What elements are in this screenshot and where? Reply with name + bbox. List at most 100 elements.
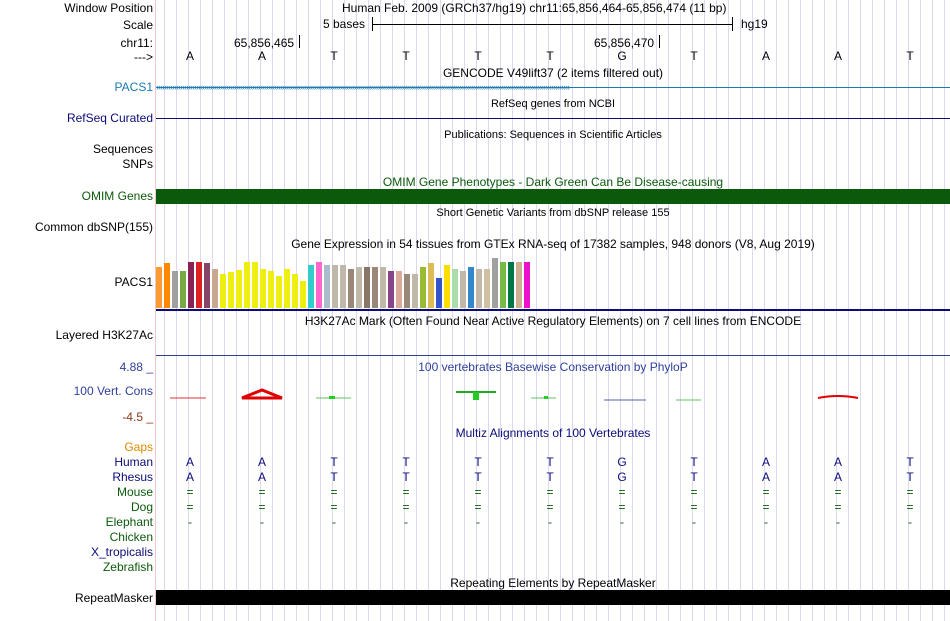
refseq-track-title[interactable]: RefSeq genes from NCBI [490,98,616,110]
gtex-tissue-bar[interactable] [476,269,482,308]
omim-track-title[interactable]: OMIM Gene Phenotypes - Dark Green Can Be… [382,175,724,189]
label-column-edge [155,0,156,621]
scale-label: Scale [122,18,153,32]
omim-gene-bar[interactable] [156,189,950,204]
gtex-tissue-bar[interactable] [308,265,314,308]
dbsnp-track-label[interactable]: Common dbSNP(155) [34,220,153,234]
gtex-tissue-bar[interactable] [340,265,346,308]
gtex-tissue-bar[interactable] [172,271,178,308]
gtex-tissue-bar[interactable] [196,262,202,308]
gtex-tissue-bar[interactable] [252,262,258,308]
multiz-alignment-base: - [188,515,192,529]
gtex-tissue-bar[interactable] [428,263,434,308]
gtex-tissue-bar[interactable] [276,276,282,308]
gtex-tissue-bar[interactable] [460,271,466,308]
gtex-tissue-bar[interactable] [500,262,506,308]
multiz-species-label[interactable]: Elephant [105,515,153,529]
multiz-gaps-label[interactable]: Gaps [124,440,153,454]
gtex-tissue-bar[interactable] [372,267,378,308]
gtex-tissue-bar[interactable] [316,262,322,308]
multiz-alignment-base: G [617,470,627,484]
multiz-species-label[interactable]: Dog [130,500,153,514]
gtex-tissue-bar[interactable] [212,269,218,308]
repeatmasker-bar[interactable] [156,590,950,605]
gtex-tissue-bar[interactable] [524,262,530,308]
gtex-tissue-bar[interactable] [356,267,362,308]
gtex-tissue-bar[interactable] [228,272,234,308]
gtex-tissue-bar[interactable] [404,274,410,308]
gtex-tissue-bar[interactable] [188,262,194,308]
publications-snps-label[interactable]: SNPs [122,157,153,171]
gtex-tissue-bar[interactable] [292,274,298,308]
multiz-alignment-base: T [402,455,410,469]
window-position-value: Human Feb. 2009 (GRCh37/hg19) chr11:65,8… [342,1,727,15]
gtex-tissue-bar[interactable] [220,274,226,308]
gtex-tissue-bar[interactable] [284,269,290,308]
gtex-tissue-bar[interactable] [516,262,522,308]
multiz-alignment-base: - [836,515,840,529]
gtex-tissue-bar[interactable] [164,263,170,308]
gencode-strand-arrows: ››››››››››››››››››››››››››››››››››››››››… [156,82,570,92]
gtex-tissue-bar[interactable] [180,271,186,308]
multiz-species-label[interactable]: X_tropicalis [90,545,153,559]
multiz-species-label[interactable]: Rhesus [112,470,153,484]
phylop-conservation-plot[interactable] [156,380,950,410]
strand-label: ---> [134,50,153,64]
gtex-gene-label[interactable]: PACS1 [114,275,153,289]
refseq-gene-line[interactable] [156,118,950,119]
gtex-track-title[interactable]: Gene Expression in 54 tissues from GTEx … [291,237,815,251]
dbsnp-track-title[interactable]: Short Genetic Variants from dbSNP releas… [436,207,670,219]
gtex-tissue-bar[interactable] [420,267,426,308]
gtex-tissue-bar[interactable] [484,269,490,308]
publications-track-title[interactable]: Publications: Sequences in Scientific Ar… [444,129,662,141]
gtex-tissue-bar[interactable] [508,262,514,308]
h3k27ac-track-title[interactable]: H3K27Ac Mark (Often Found Near Active Re… [304,314,802,328]
gtex-tissue-bar[interactable] [452,269,458,308]
gtex-tissue-bar[interactable] [244,262,250,308]
publications-sequences-label[interactable]: Sequences [92,142,153,156]
gtex-tissue-bar[interactable] [300,281,306,308]
gtex-tissue-bar[interactable] [324,265,330,308]
gtex-tissue-bar[interactable] [388,271,394,308]
gtex-tissue-bar[interactable] [380,267,386,308]
repeatmasker-track-title[interactable]: Repeating Elements by RepeatMasker [450,576,656,590]
gtex-tissue-bar[interactable] [332,265,338,308]
gtex-tissue-bar[interactable] [396,271,402,308]
scale-text: 5 bases [323,17,366,31]
omim-track-label[interactable]: OMIM Genes [81,189,153,203]
gtex-tissue-bar[interactable] [236,270,242,308]
multiz-species-label[interactable]: Zebrafish [102,560,153,574]
scale-assembly: hg19 [741,17,768,31]
multiz-alignment-base: T [690,470,698,484]
gencode-gene-label[interactable]: PACS1 [114,80,153,94]
gtex-tissue-bar[interactable] [156,267,162,308]
gtex-tissue-bar[interactable] [468,267,474,308]
gtex-tissue-bar[interactable] [444,265,450,308]
refseq-track-label[interactable]: RefSeq Curated [66,111,153,125]
multiz-alignment-base: T [402,470,410,484]
gtex-tissue-bar[interactable] [204,263,210,308]
gtex-tissue-bar[interactable] [492,258,498,308]
multiz-species-label[interactable]: Mouse [116,485,153,499]
gtex-tissue-bar[interactable] [268,271,274,308]
multiz-alignment-base: = [474,500,482,514]
gencode-track-title[interactable]: GENCODE V49lift37 (2 items filtered out) [442,66,664,80]
h3k27ac-track-label[interactable]: Layered H3K27Ac [55,328,153,342]
phylop-track-label[interactable]: 100 Vert. Cons [73,384,153,398]
multiz-alignment-base: = [834,500,842,514]
multiz-species-label[interactable]: Chicken [109,530,153,544]
multiz-alignment-base: = [402,485,410,499]
multiz-alignment-base: = [762,485,770,499]
gtex-tissue-bar[interactable] [260,269,266,308]
multiz-species-label[interactable]: Human [114,455,153,469]
gtex-tissue-bar[interactable] [348,269,354,308]
gtex-tissue-bar[interactable] [436,278,442,308]
gtex-tissue-bar[interactable] [412,274,418,308]
multiz-alignment-base: - [404,515,408,529]
phylop-track-title[interactable]: 100 vertebrates Basewise Conservation by… [418,360,688,374]
multiz-alignment-base: = [834,485,842,499]
gtex-tissue-bar[interactable] [364,267,370,308]
repeatmasker-track-label[interactable]: RepeatMasker [74,591,153,605]
gencode-gene-line[interactable] [156,87,950,88]
multiz-track-title[interactable]: Multiz Alignments of 100 Vertebrates [455,426,651,440]
